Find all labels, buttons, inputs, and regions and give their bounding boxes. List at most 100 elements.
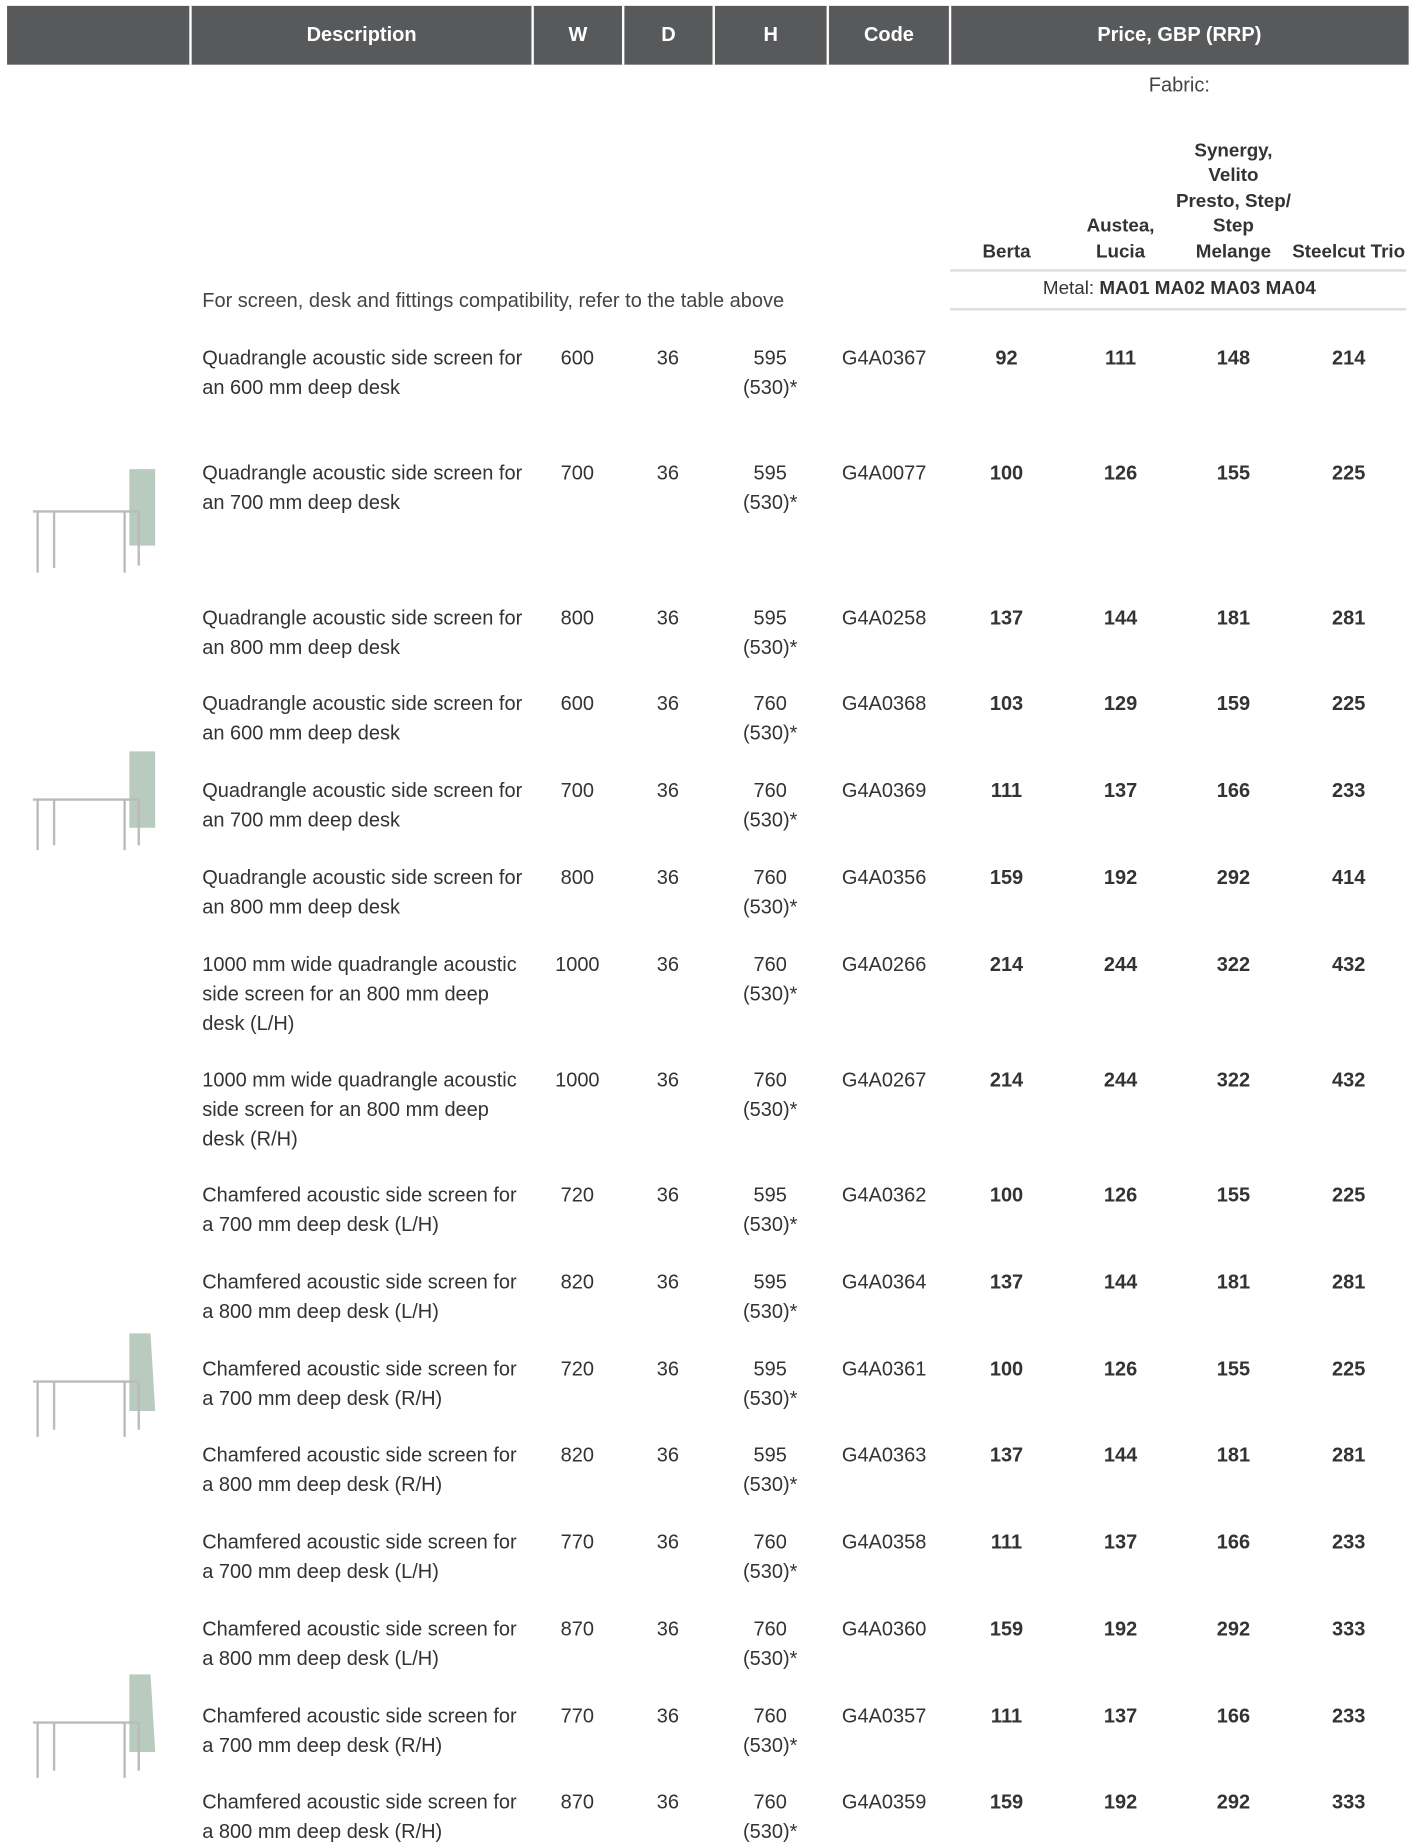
height-alt: (530)* [742,1387,798,1410]
rule [950,269,1407,272]
metal-codes: MA01 MA02 MA03 MA04 [1099,278,1316,299]
price: 159 [1216,692,1251,715]
depth: 36 [656,1443,679,1467]
depth: 36 [656,1358,679,1381]
code: G4A0361 [841,1358,927,1381]
height-alt: (530)* [742,491,798,514]
header-separator [712,5,715,65]
depth: 36 [656,1068,679,1092]
price: 159 [989,1790,1024,1814]
code: G4A0362 [841,1184,927,1207]
depth: 36 [656,1271,679,1294]
depth: 36 [656,779,679,802]
price: 126 [1103,1184,1138,1207]
code: G4A0363 [841,1443,927,1467]
height-alt: (530)* [742,1820,798,1843]
depth: 36 [656,1704,679,1728]
width: 600 [560,692,595,715]
header-bar [7,5,1409,65]
price: 155 [1216,462,1251,485]
price: 292 [1216,866,1251,889]
header-cell: D [661,23,676,46]
price: 322 [1216,1068,1251,1092]
price: 100 [989,1358,1024,1381]
price: 111 [990,1530,1023,1554]
description: 1000 mm wide quadrangle acoustic side sc… [202,953,517,1035]
width: 870 [560,1790,595,1814]
price: 181 [1216,606,1251,630]
price: 129 [1103,692,1138,715]
description: Chamfered acoustic side screen for a 800… [202,1790,517,1843]
price: 137 [1103,779,1138,802]
height: 760 [753,1530,787,1554]
price: 137 [1103,1530,1138,1554]
code: G4A0360 [841,1617,927,1641]
width: 800 [560,866,595,889]
price: 155 [1216,1184,1251,1207]
price: 144 [1103,606,1138,630]
price: 292 [1216,1617,1251,1641]
code: G4A0258 [841,606,927,630]
depth: 36 [656,692,679,715]
price: 333 [1331,1790,1366,1814]
metal-row: Metal: MA01 MA02 MA03 MA04 [950,274,1409,303]
product-images [32,469,156,1778]
price: 166 [1216,1530,1251,1554]
description: Chamfered acoustic side screen for a 700… [202,1184,517,1236]
depth: 36 [656,1790,679,1814]
price: 281 [1331,1271,1366,1294]
depth: 36 [656,866,679,889]
description: Chamfered acoustic side screen for a 700… [202,1704,517,1757]
price: 333 [1331,1617,1366,1641]
price: 233 [1331,1704,1366,1728]
height: 595 [753,462,787,485]
height: 595 [753,346,787,370]
description: Quadrangle acoustic side screen for an 8… [202,606,523,659]
price: 225 [1331,1184,1366,1207]
price: 137 [1103,1704,1138,1728]
height-alt: (530)* [742,1098,798,1121]
code: G4A0367 [841,346,927,370]
price: 244 [1103,953,1138,976]
header-separator [622,5,625,65]
price: 225 [1331,1358,1366,1381]
price: 281 [1331,1443,1366,1467]
code: G4A0357 [841,1704,927,1728]
price: 137 [989,606,1024,630]
price: 181 [1216,1443,1251,1467]
code: G4A0267 [841,1068,927,1092]
description: 1000 mm wide quadrangle acoustic side sc… [202,1068,517,1150]
header-cell: H [763,23,778,46]
price: 414 [1331,866,1366,889]
width: 1000 [555,1068,600,1092]
header-separator [826,5,829,65]
fabric-name: Synergy, Velito Presto, Step/ Step Melan… [1175,140,1291,262]
height-alt: (530)* [742,982,798,1006]
price: 92 [995,346,1018,370]
price: 166 [1216,779,1251,802]
code: G4A0368 [841,692,927,715]
width: 1000 [555,953,600,976]
height-alt: (530)* [742,636,798,659]
height-alt: (530)* [742,1473,798,1496]
price: 181 [1216,1271,1251,1294]
height: 760 [753,1068,787,1092]
price: 214 [1331,346,1366,370]
fabric-label: Fabric: [1148,74,1210,97]
height-alt: (530)* [742,721,798,745]
height: 760 [753,1617,787,1641]
price: 148 [1216,346,1251,370]
height-alt: (530)* [742,1647,798,1670]
note: For screen, desk and fittings compatibil… [202,289,785,312]
height: 595 [753,606,787,630]
description: Chamfered acoustic side screen for a 800… [202,1443,517,1496]
fabric-name: Austea, Lucia [1086,216,1155,262]
price: 225 [1331,692,1366,715]
description: Quadrangle acoustic side screen for an 6… [202,346,523,399]
price: 144 [1103,1271,1138,1294]
height: 760 [753,953,787,976]
width: 820 [560,1443,595,1467]
price: 214 [989,953,1024,976]
description: Chamfered acoustic side screen for a 800… [202,1617,517,1670]
price: 322 [1216,953,1251,976]
